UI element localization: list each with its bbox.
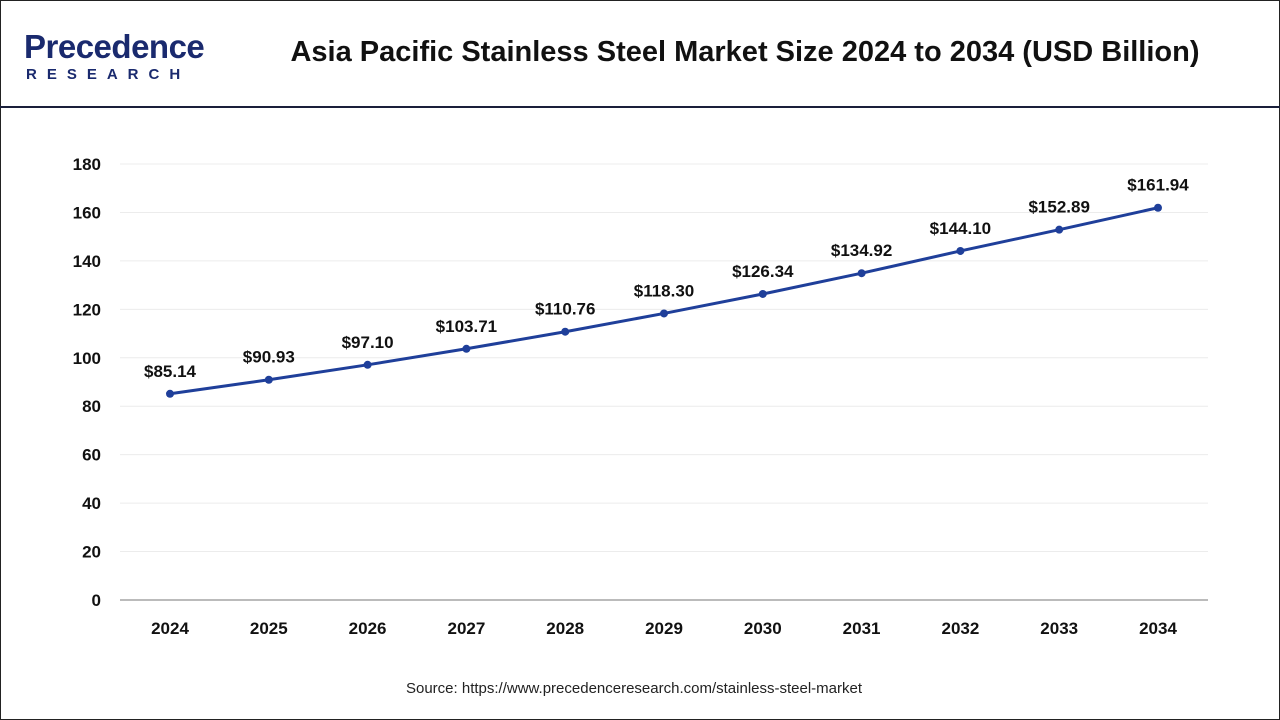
- x-tick-label: 2028: [546, 619, 584, 638]
- data-label: $103.71: [436, 317, 497, 336]
- x-tick-label: 2026: [349, 619, 387, 638]
- y-tick-label: 140: [73, 252, 101, 271]
- series-line: [169, 206, 1159, 396]
- y-tick-label: 40: [82, 494, 101, 513]
- logo: Precedence RESEARCH: [24, 30, 224, 84]
- logo-subtext: RESEARCH: [26, 66, 191, 83]
- data-point: [561, 327, 570, 336]
- data-point: [758, 289, 767, 298]
- data-point: [1154, 203, 1162, 212]
- data-label: $118.30: [634, 281, 695, 300]
- data-label: $152.89: [1028, 198, 1089, 217]
- x-tick-label: 2033: [1040, 619, 1078, 638]
- data-label: $90.93: [243, 348, 295, 367]
- header-divider: [0, 106, 1280, 108]
- chart-title: Asia Pacific Stainless Steel Market Size…: [290, 36, 1200, 68]
- y-tick-label: 80: [82, 397, 101, 416]
- data-label: $134.92: [831, 241, 892, 260]
- data-point: [166, 389, 174, 398]
- data-point: [462, 344, 471, 353]
- x-tick-label: 2030: [744, 619, 782, 638]
- x-tick-label: 2027: [447, 619, 485, 638]
- data-point: [956, 246, 965, 255]
- x-tick-label: 2025: [250, 619, 288, 638]
- data-label: $126.34: [732, 262, 794, 281]
- y-tick-label: 20: [82, 543, 101, 562]
- y-tick-label: 180: [73, 155, 101, 174]
- x-tick-label: 2032: [941, 619, 979, 638]
- x-tick-label: 2034: [1139, 619, 1177, 638]
- y-tick-label: 160: [73, 203, 101, 222]
- y-tick-label: 60: [82, 446, 101, 465]
- data-point: [1055, 225, 1064, 234]
- x-tick-label: 2031: [843, 619, 881, 638]
- data-label: $97.10: [342, 333, 394, 352]
- source-text: Source: https://www.precedenceresearch.c…: [405, 680, 863, 697]
- data-label: $85.14: [144, 362, 197, 381]
- data-point: [264, 375, 273, 384]
- x-tick-label: 2029: [645, 619, 683, 638]
- logo-text: Precedence: [24, 28, 205, 65]
- x-tick-label: 2024: [151, 619, 189, 638]
- data-point: [660, 309, 668, 318]
- y-tick-label: 100: [73, 349, 101, 368]
- data-label: $161.94: [1127, 176, 1189, 195]
- y-tick-label: 0: [92, 591, 101, 610]
- data-label: $110.76: [535, 300, 596, 319]
- y-tick-label: 120: [73, 300, 101, 319]
- data-point: [857, 269, 866, 278]
- data-point: [363, 360, 372, 369]
- data-label: $144.10: [930, 219, 991, 238]
